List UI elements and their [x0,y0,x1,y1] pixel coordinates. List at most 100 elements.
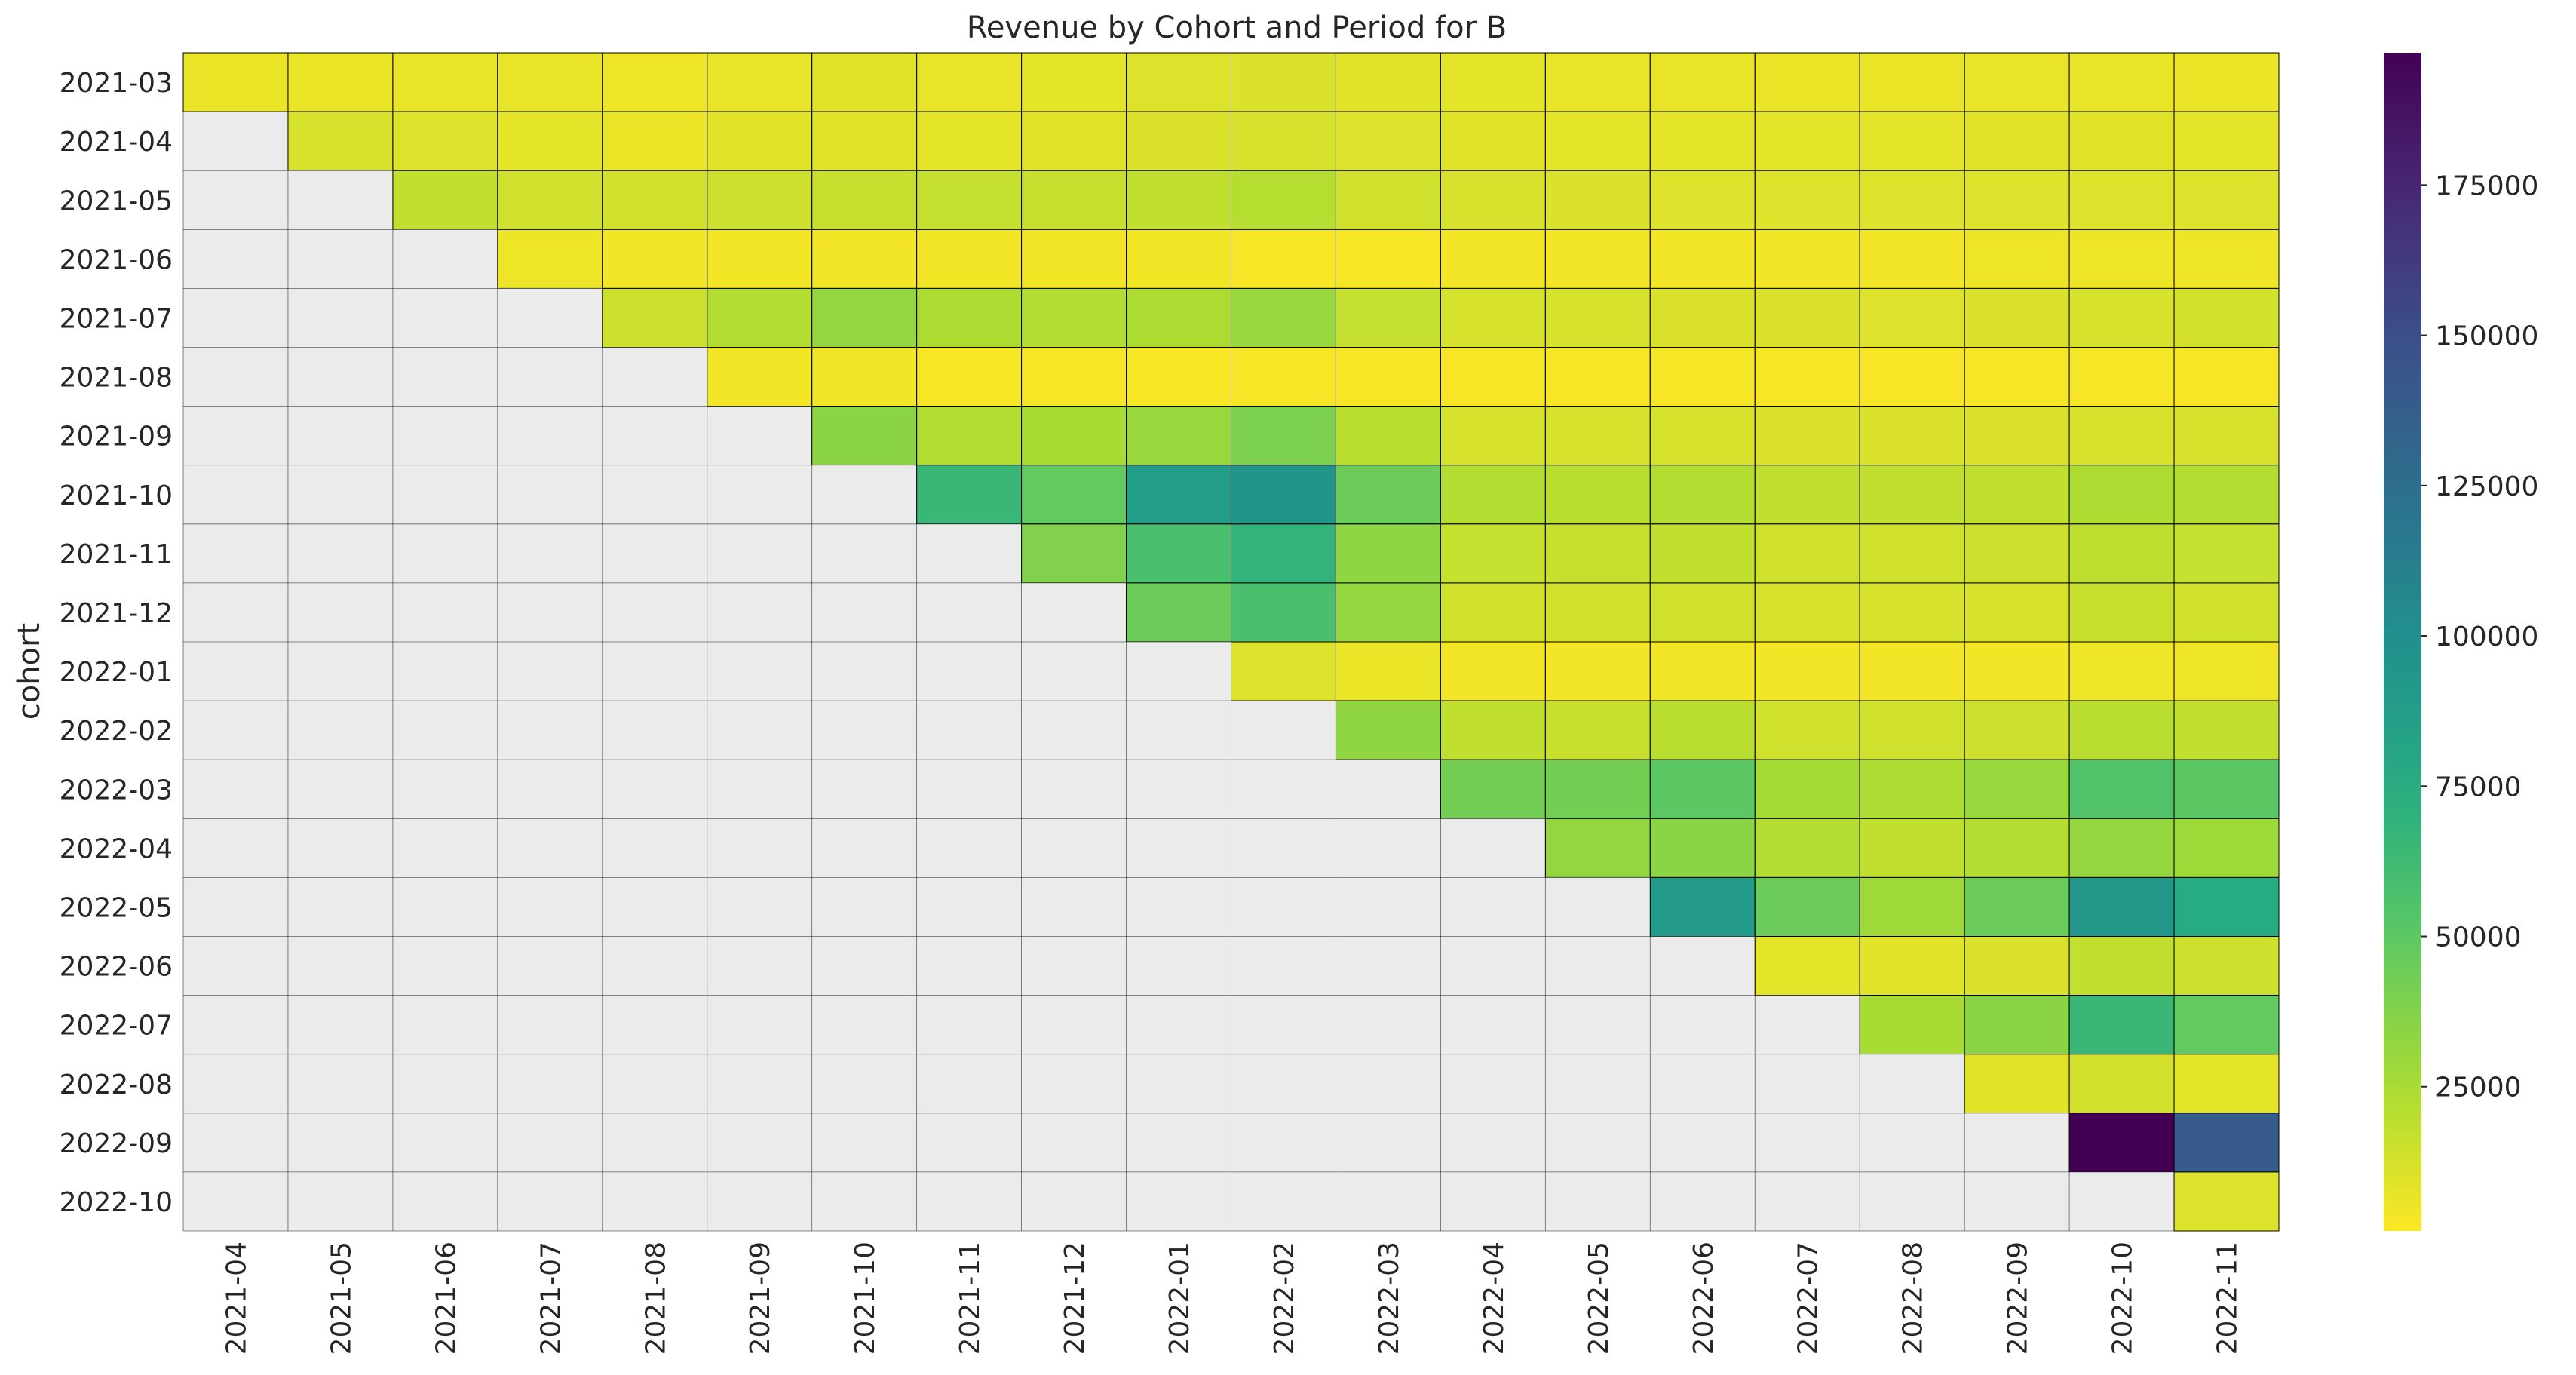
x-tick-label: 2021-09 [745,1241,776,1355]
empty-cell [1336,995,1441,1054]
empty-cell [1021,701,1127,760]
x-tick-label: 2022-07 [1793,1241,1824,1355]
empty-cell [1021,995,1127,1054]
empty-cell [392,229,498,289]
heatmap-cell [497,229,603,289]
heatmap-cell [1754,111,1860,171]
empty-cell [811,995,917,1054]
empty-cell [1650,1171,1756,1231]
heatmap-cell [497,52,603,112]
empty-cell [392,406,498,465]
empty-cell [916,523,1022,583]
heatmap-cell [707,52,813,112]
empty-cell [916,818,1022,878]
heatmap-cell [1649,523,1756,584]
heatmap-cell [1231,406,1336,466]
empty-cell [183,936,288,996]
heatmap-cell [1649,287,1756,348]
empty-cell [497,465,603,524]
heatmap-cell [2173,287,2280,348]
empty-cell [1021,936,1127,996]
empty-cell [497,1171,603,1231]
empty-cell [287,818,393,878]
empty-cell [707,406,812,465]
heatmap-cell [1126,523,1232,584]
heatmap-cell [2068,936,2175,996]
heatmap-cell [1544,111,1651,171]
empty-cell [1231,818,1336,878]
heatmap-cell [916,347,1023,407]
x-tick-label: 2021-04 [221,1241,252,1355]
empty-cell [497,995,603,1054]
empty-cell [1231,1113,1336,1172]
empty-cell [392,347,498,407]
heatmap-cell [1544,406,1651,466]
empty-cell [287,877,393,937]
heatmap-cell [2173,406,2280,466]
empty-cell [916,1113,1022,1172]
empty-cell [1231,701,1336,760]
empty-cell [392,642,498,701]
x-tick-label: 2021-12 [1060,1241,1090,1355]
x-tick-label: 2022-10 [2108,1241,2139,1355]
colorbar-tick-label: 25000 [2435,1073,2522,1103]
heatmap-cell [1754,170,1860,230]
grid-lines [182,52,2280,1232]
empty-cell [183,347,288,407]
x-tick-label: 2022-06 [1688,1241,1719,1355]
empty-cell [707,523,812,583]
heatmap-cell [2173,818,2280,878]
empty-cell [1650,1113,1756,1172]
empty-cell [602,877,707,937]
empty-cell [183,642,288,701]
heatmap-cell [1649,582,1756,643]
heatmap-cell [1440,700,1546,760]
empty-cell [1860,1113,1965,1172]
y-tick-label: 2021-10 [60,480,173,511]
empty-cell [602,1113,707,1172]
heatmap-cell [1859,52,1965,112]
heatmap-cell [1335,582,1441,643]
heatmap-cells [182,52,2280,1232]
empty-cell [916,582,1022,642]
empty-cell [811,760,917,819]
heatmap-cell [1964,818,2070,878]
empty-cell [497,582,603,642]
y-tick-label: 2022-04 [60,833,173,864]
empty-cell [183,170,288,230]
heatmap-cell [2068,406,2175,466]
empty-cell [1126,760,1231,819]
heatmap-cell [1335,287,1441,348]
empty-cell [1126,701,1231,760]
y-tick-label: 2022-05 [60,892,173,923]
heatmap-cell [2068,1113,2175,1173]
heatmap-cell [1544,170,1651,230]
empty-cell [1336,877,1441,937]
empty-cell [1440,1171,1546,1231]
x-tick-labels: 2021-04 2021-05 2021-06 2021-07 2021-08 2021-… [221,1241,2243,1355]
empty-cell [602,818,707,878]
empty-cell [183,760,288,819]
empty-cell [916,642,1022,701]
heatmap-cell [2173,1171,2280,1232]
empty-cell [1545,1054,1651,1113]
colorbar-tick-label: 100000 [2435,622,2538,652]
empty-cell [183,582,288,642]
empty-cell [1231,1171,1336,1231]
empty-cell [1336,1054,1441,1113]
heatmap-cell [1964,523,2070,584]
empty-cell [602,701,707,760]
empty-cell [183,1113,288,1172]
heatmap-cell [602,111,708,171]
empty-cell [1545,995,1651,1054]
x-tick-label: 2022-09 [2003,1241,2034,1355]
empty-cell [1440,936,1546,996]
empty-cell [602,347,707,407]
empty-cell [707,1171,812,1231]
empty-cell [707,582,812,642]
empty-cell [392,1113,498,1172]
heatmap-cell [1859,523,1965,584]
empty-cell [707,936,812,996]
empty-cell [1021,582,1127,642]
empty-cell [1545,936,1651,996]
